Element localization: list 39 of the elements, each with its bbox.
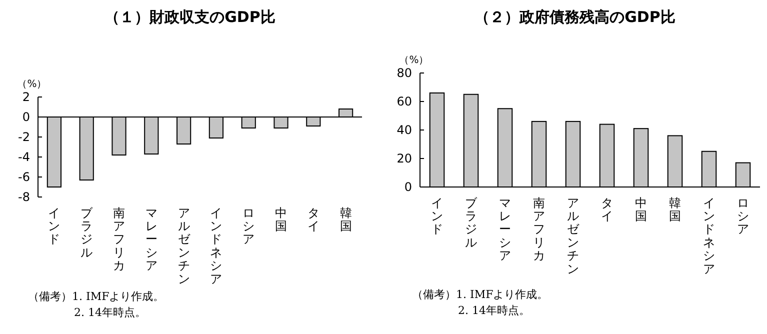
y-axis-title: （%）	[17, 79, 47, 90]
x-tick-label: ブラジル	[80, 206, 94, 260]
y-tick-label: -8	[18, 190, 30, 204]
chart-title: （２）政府債務残高のGDP比	[474, 8, 676, 26]
y-tick-label: -2	[18, 130, 30, 144]
x-tick-label: ロシア	[242, 206, 255, 246]
text: 2. 14年時点。	[458, 304, 530, 317]
x-tick-label: タイ	[601, 196, 613, 223]
y-tick-label: -6	[18, 170, 30, 184]
x-tick-label: アルゼンチン	[567, 196, 580, 276]
x-tick-label: インド	[431, 196, 443, 236]
text: （備考）1. IMFより作成。	[28, 290, 164, 303]
x-tick-label: 韓国	[669, 196, 681, 223]
x-tick-label: 中国	[275, 206, 287, 233]
x-tick-label: 韓国	[340, 206, 352, 233]
y-tick-label: 80	[396, 66, 412, 80]
y-tick-label: 0	[22, 110, 30, 124]
y-axis-title: （%）	[399, 55, 429, 66]
x-tick-label: アルゼンチン	[178, 206, 191, 286]
text: 2. 14年時点。	[74, 306, 146, 319]
y-tick-label: 60	[396, 94, 412, 109]
x-tick-label: 南アフリカ	[113, 206, 125, 273]
chart-title: （１）財政収支のGDP比	[104, 8, 276, 26]
y-tick-label: 0	[404, 180, 412, 194]
x-tick-label: 中国	[635, 196, 647, 223]
y-tick-label: 2	[22, 90, 30, 104]
text: （備考）1. IMFより作成。	[412, 288, 548, 301]
x-tick-label: タイ	[307, 206, 320, 233]
x-tick-label: インドネシア	[703, 196, 715, 276]
x-tick-label: インドネシア	[210, 206, 222, 286]
x-tick-label: ブラジル	[465, 196, 478, 250]
x-tick-label: インド	[48, 206, 60, 246]
y-tick-label: 20	[396, 152, 412, 166]
x-tick-label: マレーシア	[499, 196, 511, 263]
x-tick-label: マレーシア	[145, 206, 158, 273]
y-tick-label: -4	[18, 150, 30, 164]
y-tick-label: 40	[396, 123, 412, 138]
x-tick-label: 南アフリカ	[533, 196, 545, 263]
x-tick-label: ロシア	[737, 196, 749, 236]
